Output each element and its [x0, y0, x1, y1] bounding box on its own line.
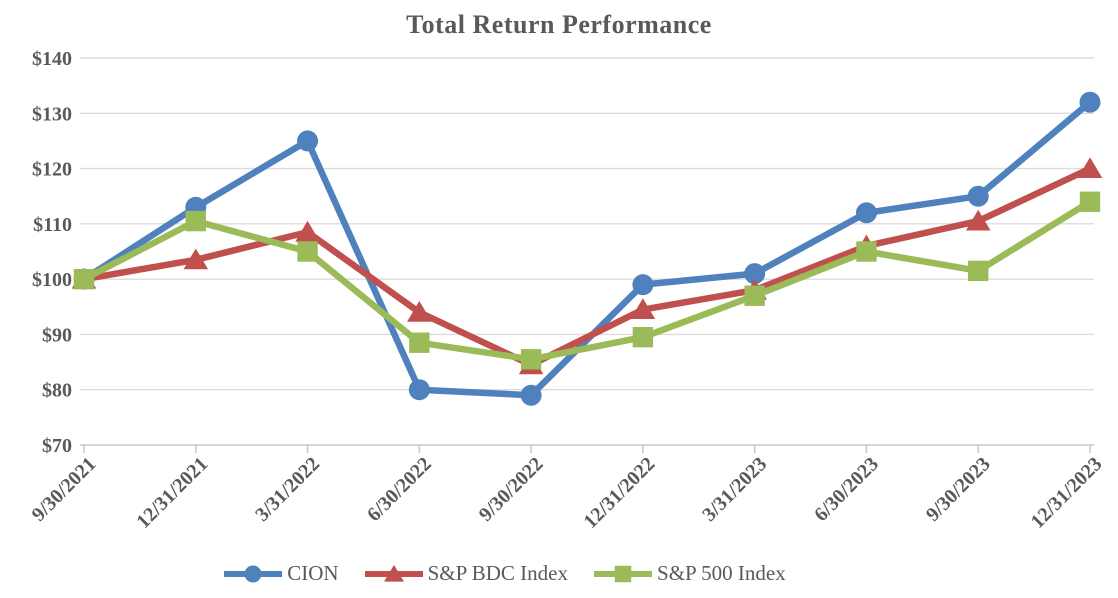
cion-marker	[855, 202, 877, 224]
s-p-500-index-marker	[73, 268, 95, 290]
legend-label: S&P BDC Index	[427, 561, 569, 585]
y-tick-label: $90	[42, 324, 72, 346]
triangle-legend-marker-icon	[364, 564, 423, 582]
legend: CION S&P BDC Index S&P 500 Index	[0, 561, 1118, 586]
s-p-500-index-marker	[185, 210, 206, 232]
s-p-500-index-marker	[1079, 191, 1101, 212]
series-s-p-500-index	[73, 191, 1101, 370]
cion-legend-marker	[244, 565, 262, 582]
legend-item-s-p-bdc-index: S&P BDC Index	[364, 561, 569, 586]
x-tick-label: 12/31/2023	[1027, 453, 1107, 533]
y-tick-label: $80	[42, 380, 72, 402]
s-p-500-index-marker	[632, 327, 654, 348]
x-tick-label: 3/31/2022	[251, 453, 324, 526]
square-legend-marker-icon	[594, 565, 653, 582]
s-p-bdc-index-marker	[295, 220, 320, 242]
x-tick-label: 12/31/2021	[132, 453, 212, 533]
x-tick-label: 9/30/2023	[922, 453, 995, 526]
cion-marker	[632, 274, 654, 296]
cion-marker	[520, 384, 542, 406]
s-p-bdc-index-marker	[1077, 157, 1103, 179]
x-tick-label: 9/30/2021	[28, 453, 101, 526]
x-tick-label: 9/30/2022	[475, 453, 548, 526]
x-tick-label: 12/31/2022	[579, 453, 659, 533]
legend-label: S&P 500 Index	[657, 561, 786, 585]
s-p-bdc-index-marker	[965, 209, 991, 231]
s-p-500-index-marker	[744, 285, 765, 306]
series-s-p-bdc-index-line	[80, 165, 1094, 369]
x-axis	[80, 444, 1094, 453]
s-p-500-index-marker	[297, 241, 318, 262]
legend-label: CION	[287, 561, 339, 585]
chart-title: Total Return Performance	[406, 10, 712, 39]
legend-item-cion: CION	[224, 561, 339, 586]
y-tick-label: $140	[32, 48, 72, 70]
s-p-500-index-marker	[856, 241, 877, 262]
x-tick-label: 3/31/2023	[698, 453, 771, 526]
s-p-500-index-legend-marker	[614, 565, 632, 582]
s-p-bdc-index-legend-marker	[383, 564, 404, 582]
y-tick-label: $110	[33, 214, 72, 236]
s-p-500-index-marker	[409, 332, 430, 353]
s-p-500-index-marker	[968, 260, 989, 282]
s-p-bdc-index-marker	[630, 298, 656, 319]
y-tick-label: $130	[32, 103, 72, 125]
cion-marker	[967, 185, 989, 207]
y-tick-label: $120	[32, 159, 72, 181]
circle-legend-marker-icon	[224, 565, 283, 582]
s-p-500-index-marker	[520, 349, 542, 370]
s-p-bdc-index-marker	[407, 300, 432, 322]
cion-marker	[408, 379, 430, 401]
y-axis-labels: $70 $80 $90 $100 $110 $120 $130 $140	[32, 48, 72, 457]
x-axis-labels: 9/30/2021 12/31/2021 3/31/2022 6/30/2022 9/3…	[28, 453, 1107, 533]
cion-marker	[1079, 91, 1101, 113]
y-tick-label: $100	[32, 269, 72, 291]
s-p-bdc-index-marker	[183, 248, 209, 270]
x-tick-label: 6/30/2023	[810, 453, 883, 526]
y-tick-label: $70	[42, 435, 72, 457]
cion-marker	[744, 263, 766, 285]
x-tick-label: 6/30/2022	[363, 453, 436, 526]
series-s-p-500-index-line	[80, 198, 1094, 363]
legend-item-s-p-500-index: S&P 500 Index	[594, 561, 786, 586]
cion-marker	[297, 130, 319, 152]
